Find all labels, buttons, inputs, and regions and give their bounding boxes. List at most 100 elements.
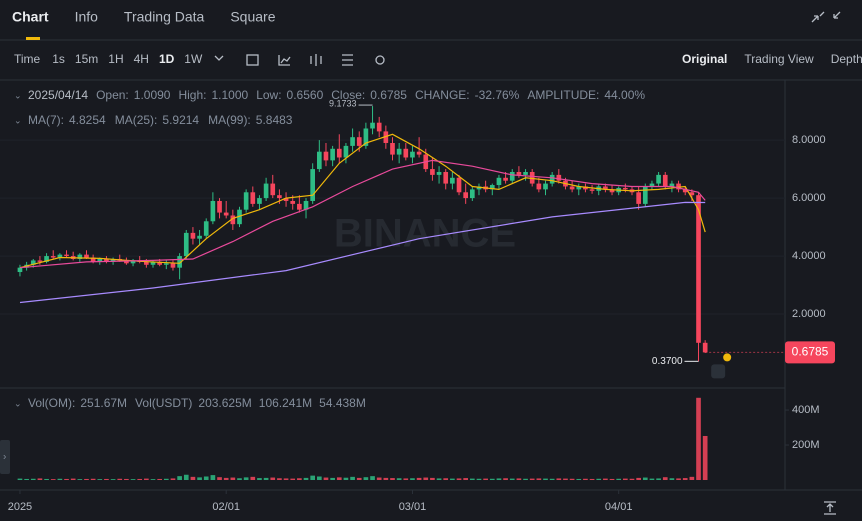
- volume-bar: [436, 478, 442, 480]
- view-option[interactable]: Trading View: [744, 52, 814, 66]
- volume-bar: [483, 478, 488, 480]
- volume-bar: [283, 478, 289, 480]
- x-tick-label: 03/01: [399, 501, 427, 513]
- volume-bar: [403, 478, 409, 480]
- vol-label: Vol(OM):: [28, 396, 75, 410]
- volume-bar: [450, 478, 455, 480]
- info-label: CHANGE:: [415, 88, 470, 102]
- volume-bar: [197, 477, 202, 480]
- candle-body: [223, 212, 229, 216]
- collapse[interactable]: ⌄: [14, 115, 22, 125]
- interval[interactable]: 1W: [184, 52, 203, 66]
- interval[interactable]: Time: [14, 52, 41, 66]
- volume-bar: [496, 478, 502, 480]
- view-option[interactable]: Depth: [831, 52, 862, 66]
- volume-bar: [443, 478, 449, 480]
- candle-body: [210, 200, 216, 222]
- volume-bar: [37, 478, 43, 480]
- volume-bar: [676, 478, 681, 480]
- candle-body: [270, 183, 276, 196]
- interval[interactable]: 1s: [52, 52, 65, 66]
- candle-body: [57, 254, 63, 258]
- candle-body: [676, 183, 681, 190]
- ma-value: 5.8483: [256, 113, 293, 127]
- candle-body: [623, 187, 628, 190]
- volume-bar: [130, 479, 136, 480]
- low-label: 0.3700: [652, 356, 683, 367]
- candle-body: [203, 221, 209, 236]
- candle-body: [689, 192, 695, 196]
- candle-body: [450, 177, 455, 184]
- volume-bar: [157, 478, 162, 480]
- volume-bar: [656, 478, 661, 480]
- candle-body: [303, 200, 309, 210]
- volume-bar: [456, 478, 462, 480]
- info-value: -32.76%: [475, 88, 520, 102]
- volume-bar: [124, 478, 129, 480]
- volume-bar: [642, 477, 648, 480]
- tab-underline: [26, 37, 40, 40]
- volume-bar: [583, 478, 588, 480]
- candle-body: [263, 183, 269, 199]
- candle-body: [297, 203, 302, 210]
- candle-body: [609, 189, 615, 193]
- interval[interactable]: 4H: [134, 52, 149, 66]
- volume-bar: [57, 478, 63, 480]
- y-tick-label: 4.0000: [792, 250, 826, 262]
- vol-value: 106.241M: [259, 396, 312, 410]
- volume-bar: [310, 475, 315, 480]
- tab[interactable]: Square: [230, 9, 275, 25]
- candle-body: [470, 189, 475, 199]
- volume-bar: [24, 478, 29, 480]
- volume-bar: [636, 477, 641, 480]
- volume-bar: [150, 479, 156, 480]
- candle-body: [97, 258, 103, 262]
- candle-body: [157, 261, 162, 265]
- candle-body: [410, 151, 415, 158]
- candle-body: [642, 186, 648, 204]
- volume-bar: [230, 477, 236, 480]
- volume-bar: [323, 477, 329, 480]
- volume-bar: [390, 478, 395, 480]
- volume-bar: [316, 476, 322, 480]
- candle-body: [257, 198, 262, 204]
- candle-body: [403, 148, 409, 158]
- candle-body: [170, 263, 176, 268]
- note-icon[interactable]: [711, 364, 726, 379]
- candle-body: [523, 171, 528, 175]
- volume-bar: [303, 477, 309, 480]
- tab[interactable]: Chart: [12, 9, 49, 25]
- volume-bar: [536, 478, 542, 480]
- volume-bar: [396, 478, 402, 480]
- volume-bar: [569, 478, 575, 480]
- volume-bar: [549, 478, 555, 480]
- collapse[interactable]: ⌄: [14, 90, 22, 100]
- volume-bar: [696, 397, 701, 480]
- side-handle[interactable]: [0, 440, 10, 474]
- interval[interactable]: 1H: [108, 52, 123, 66]
- candle-body: [370, 122, 375, 129]
- volume-bar: [297, 478, 302, 480]
- interval[interactable]: 15m: [75, 52, 98, 66]
- interval[interactable]: 1D: [159, 52, 175, 66]
- ma-line: [19, 159, 706, 269]
- volume-bar: [662, 477, 668, 480]
- candle-body: [250, 192, 256, 204]
- tab[interactable]: Info: [75, 9, 99, 25]
- volume-bar: [376, 477, 382, 480]
- collapse[interactable]: ⌄: [14, 398, 22, 408]
- vol-label: Vol(USDT): [135, 396, 192, 410]
- ma-label: MA(99):: [208, 113, 251, 127]
- tab[interactable]: Trading Data: [124, 9, 205, 25]
- view-option[interactable]: Original: [682, 52, 727, 66]
- candle-body: [130, 260, 136, 264]
- candle-body: [556, 174, 562, 181]
- volume-bar: [509, 478, 515, 480]
- volume-bar: [70, 478, 76, 480]
- volume-bar: [529, 478, 535, 480]
- candle-body: [110, 258, 116, 262]
- volume-bar: [702, 435, 708, 480]
- candle-body: [144, 261, 149, 265]
- info-value: 44.00%: [604, 88, 645, 102]
- candle-body: [363, 128, 369, 146]
